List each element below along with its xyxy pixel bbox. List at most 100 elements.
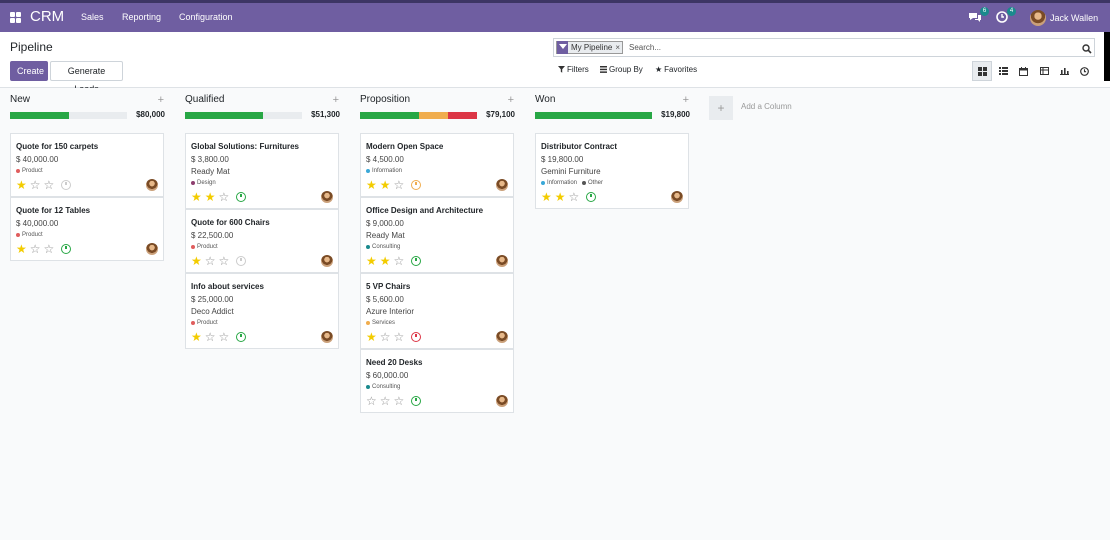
app-menu-icon[interactable] [10, 12, 21, 23]
filter-facet[interactable]: My Pipeline × [556, 41, 624, 54]
activity-clock-icon[interactable] [236, 332, 247, 342]
star-filled-icon[interactable]: ★ [366, 178, 377, 192]
star-filled-icon[interactable]: ★ [16, 242, 27, 256]
star-empty-icon[interactable]: ☆ [218, 330, 230, 344]
star-empty-icon[interactable]: ☆ [393, 394, 405, 408]
salesperson-avatar[interactable] [146, 243, 158, 255]
star-empty-icon[interactable]: ☆ [393, 330, 405, 344]
pivot-view-button[interactable] [1034, 61, 1054, 81]
add-column-label[interactable]: Add a Column [741, 102, 792, 111]
kanban-view-button[interactable] [972, 61, 992, 81]
filters-dropdown[interactable]: Filters [558, 65, 589, 74]
column-progress-bar[interactable] [360, 112, 477, 119]
star-empty-icon[interactable]: ☆ [218, 190, 230, 204]
column-title[interactable]: Qualified [185, 94, 225, 105]
activity-clock-icon[interactable] [236, 256, 247, 266]
generate-leads-button[interactable]: Generate Leads [50, 61, 123, 94]
salesperson-avatar[interactable] [496, 331, 508, 343]
star-filled-icon[interactable]: ★ [16, 178, 27, 192]
star-empty-icon[interactable]: ☆ [29, 178, 41, 192]
star-empty-icon[interactable]: ☆ [218, 254, 230, 268]
app-brand[interactable]: CRM [30, 8, 65, 25]
progress-segment-green[interactable] [535, 112, 652, 119]
search-bar[interactable]: My Pipeline × [553, 38, 1095, 57]
salesperson-avatar[interactable] [321, 191, 333, 203]
activity-clock-icon[interactable] [411, 180, 422, 190]
salesperson-avatar[interactable] [496, 179, 508, 191]
star-empty-icon[interactable]: ☆ [379, 394, 391, 408]
messages-icon[interactable]: 6 [968, 7, 989, 26]
star-empty-icon[interactable]: ☆ [204, 330, 216, 344]
opportunity-card[interactable]: Distributor Contract $ 19,800.00 Gemini Fu… [535, 133, 689, 209]
group-by-dropdown[interactable]: Group By [600, 65, 643, 74]
user-name[interactable]: Jack Wallen [1050, 13, 1099, 23]
star-empty-icon[interactable]: ☆ [204, 254, 216, 268]
activity-clock-icon[interactable] [586, 192, 597, 202]
star-filled-icon[interactable]: ★ [379, 178, 391, 192]
menu-configuration[interactable]: Configuration [179, 12, 233, 22]
progress-segment-green[interactable] [10, 112, 69, 119]
priority-stars[interactable]: ★ ☆ ☆ [16, 178, 72, 192]
create-button[interactable]: Create [10, 61, 48, 81]
salesperson-avatar[interactable] [321, 331, 333, 343]
priority-stars[interactable]: ★ ☆ ☆ [16, 242, 72, 256]
opportunity-card[interactable]: Quote for 150 carpets $ 40,000.00 Product ★… [10, 133, 164, 197]
activity-view-button[interactable] [1074, 61, 1094, 81]
column-progress-bar[interactable] [535, 112, 652, 119]
priority-stars[interactable]: ★ ★ ☆ [366, 254, 422, 268]
salesperson-avatar[interactable] [321, 255, 333, 267]
quick-create-icon[interactable]: + [507, 94, 514, 106]
star-filled-icon[interactable]: ★ [191, 190, 202, 204]
star-filled-icon[interactable]: ★ [379, 254, 391, 268]
column-progress-bar[interactable] [185, 112, 302, 119]
add-column-button[interactable]: + [709, 96, 733, 120]
menu-sales[interactable]: Sales [81, 12, 104, 22]
column-title[interactable]: Proposition [360, 94, 411, 105]
priority-stars[interactable]: ★ ☆ ☆ [191, 254, 247, 268]
opportunity-card[interactable]: Quote for 600 Chairs $ 22,500.00 Product ★ ☆… [185, 209, 339, 273]
opportunity-card[interactable]: Need 20 Desks $ 60,000.00 Consulting ☆ ☆ ☆ [360, 349, 514, 413]
menu-reporting[interactable]: Reporting [122, 12, 162, 22]
priority-stars[interactable]: ★ ★ ☆ [541, 190, 597, 204]
star-filled-icon[interactable]: ★ [554, 190, 566, 204]
salesperson-avatar[interactable] [496, 395, 508, 407]
star-filled-icon[interactable]: ★ [366, 330, 377, 344]
salesperson-avatar[interactable] [671, 191, 683, 203]
search-icon[interactable] [1082, 41, 1094, 54]
star-empty-icon[interactable]: ☆ [29, 242, 41, 256]
favorites-dropdown[interactable]: ★ Favorites [655, 65, 697, 74]
activity-clock-icon[interactable] [61, 244, 72, 254]
priority-stars[interactable]: ★ ★ ☆ [191, 190, 247, 204]
opportunity-card[interactable]: Modern Open Space $ 4,500.00 Information ★ ★… [360, 133, 514, 197]
activity-clock-icon[interactable] [411, 332, 422, 342]
priority-stars[interactable]: ★ ★ ☆ [366, 178, 422, 192]
opportunity-card[interactable]: Quote for 12 Tables $ 40,000.00 Product ★ ☆ ☆ [10, 197, 164, 261]
graph-view-button[interactable] [1054, 61, 1074, 81]
calendar-view-button[interactable] [1013, 61, 1033, 81]
star-empty-icon[interactable]: ☆ [393, 254, 405, 268]
star-filled-icon[interactable]: ★ [541, 190, 552, 204]
star-empty-icon[interactable]: ☆ [379, 330, 391, 344]
opportunity-card[interactable]: 5 VP Chairs $ 5,600.00 Azure Interior Servi… [360, 273, 514, 349]
activities-icon[interactable]: 4 [995, 7, 1016, 26]
priority-stars[interactable]: ☆ ☆ ☆ [366, 394, 422, 408]
column-title[interactable]: New [10, 94, 31, 105]
progress-segment-red[interactable] [447, 112, 477, 119]
star-filled-icon[interactable]: ★ [191, 254, 202, 268]
progress-segment-orange[interactable] [418, 112, 448, 119]
salesperson-avatar[interactable] [496, 255, 508, 267]
opportunity-card[interactable]: Info about services $ 25,000.00 Deco Addic… [185, 273, 339, 349]
activity-clock-icon[interactable] [411, 256, 422, 266]
user-avatar[interactable] [1030, 10, 1046, 26]
priority-stars[interactable]: ★ ☆ ☆ [366, 330, 422, 344]
quick-create-icon[interactable]: + [682, 94, 689, 106]
opportunity-card[interactable]: Office Design and Architecture $ 9,000.00… [360, 197, 514, 273]
priority-stars[interactable]: ★ ☆ ☆ [191, 330, 247, 344]
search-input[interactable] [629, 41, 1069, 54]
list-view-button[interactable] [993, 61, 1013, 81]
activity-clock-icon[interactable] [411, 396, 422, 406]
opportunity-card[interactable]: Global Solutions: Furnitures $ 3,800.00 Re… [185, 133, 339, 209]
star-empty-icon[interactable]: ☆ [366, 394, 377, 408]
star-empty-icon[interactable]: ☆ [43, 242, 55, 256]
salesperson-avatar[interactable] [146, 179, 158, 191]
